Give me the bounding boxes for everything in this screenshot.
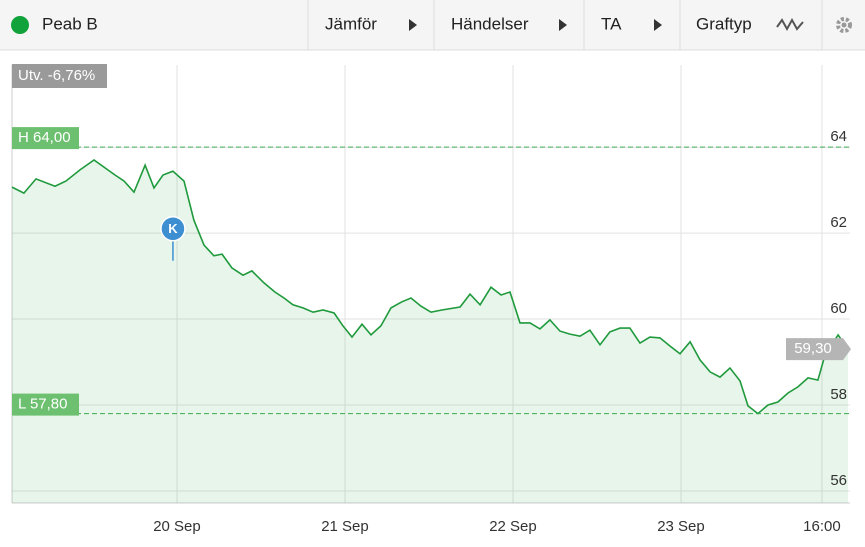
menu-chart-type[interactable]: Graftyp	[696, 14, 804, 33]
high-line-tag	[12, 127, 79, 150]
y-tick-label: 56	[830, 472, 847, 489]
high-line-label: H 64,00	[18, 129, 71, 146]
x-tick-label: 20 Sep	[153, 518, 201, 535]
x-tick-label: 23 Sep	[657, 518, 705, 535]
change-tag	[12, 64, 107, 88]
low-line-tag	[12, 393, 79, 416]
status-dot	[11, 16, 29, 34]
menu-arrow	[654, 19, 662, 31]
y-tick-label: 58	[830, 386, 847, 403]
gear-center	[841, 22, 847, 28]
y-tick-label: 60	[830, 300, 847, 317]
menu-arrow	[409, 19, 417, 31]
menu-arrow	[559, 19, 567, 31]
instrument-name: Peab B	[42, 14, 98, 33]
change-label: Utv. -6,76%	[18, 67, 95, 84]
separators	[307, 0, 823, 50]
settings-button[interactable]	[836, 17, 852, 33]
menu-label[interactable]: Jämför	[325, 14, 377, 33]
x-tick-label: 16:00	[803, 518, 841, 535]
last-label: 59,30	[794, 340, 832, 357]
plot: 20 Sep 21 Sep 22 Sep 23 Sep 16:00 56 58 60 62 64 H…	[11, 64, 851, 535]
x-tick-label: 21 Sep	[321, 518, 369, 535]
event-marker	[160, 216, 186, 242]
menu-label[interactable]: Graftyp	[696, 14, 752, 33]
menu-label[interactable]: TA	[601, 14, 622, 33]
toolbar	[0, 0, 865, 50]
menu-events[interactable]: Händelser	[451, 14, 567, 33]
low-line-label: L 57,80	[18, 396, 68, 413]
zigzag-icon	[776, 17, 804, 32]
area	[12, 160, 848, 503]
menu-compare[interactable]: Jämför	[325, 14, 417, 33]
price-line	[11, 159, 849, 415]
menu-ta[interactable]: TA	[601, 14, 662, 33]
gear-icon	[836, 17, 852, 33]
x-tick-label: 22 Sep	[489, 518, 537, 535]
y-tick-label: 62	[830, 214, 847, 231]
event-label: K	[168, 221, 178, 236]
y-tick-label: 64	[830, 128, 847, 145]
last-tag	[786, 338, 851, 361]
menu-label[interactable]: Händelser	[451, 14, 529, 33]
